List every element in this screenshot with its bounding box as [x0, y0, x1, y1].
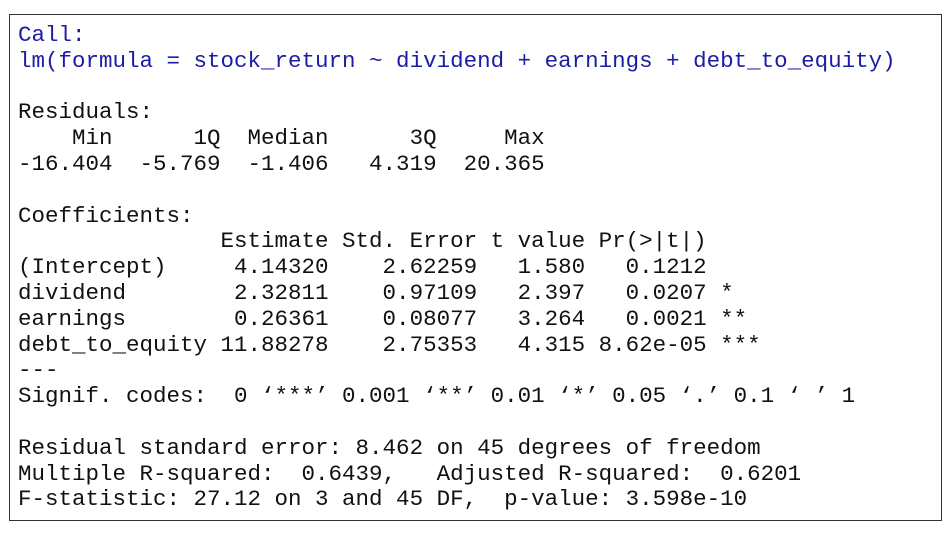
summary-line: F-statistic: 27.12 on 3 and 45 DF, p-val…: [18, 486, 748, 513]
coefficient-row: dividend 2.32811 0.97109 2.397 0.0207 *: [18, 279, 761, 306]
coefficient-row: debt_to_equity 11.88278 2.75353 4.315 8.…: [18, 331, 761, 358]
separator: ---: [18, 357, 59, 384]
summary-line: Multiple R-squared: 0.6439, Adjusted R-s…: [18, 460, 802, 487]
coefficient-row: earnings 0.26361 0.08077 3.264 0.0021 **: [18, 305, 761, 332]
summary-line: Residual standard error: 8.462 on 45 deg…: [18, 434, 761, 461]
spacer: [18, 410, 941, 436]
residuals-header: Min 1Q Median 3Q Max: [18, 125, 559, 152]
spacer: [18, 178, 941, 204]
call-label: Call:: [18, 22, 86, 48]
call-formula: lm(formula = stock_return ~ dividend + e…: [18, 47, 896, 74]
console-output: Call: lm(formula = stock_return ~ divide…: [9, 14, 942, 521]
coefficient-row: (Intercept) 4.14320 2.62259 1.580 0.1212: [18, 254, 761, 281]
residuals-values: -16.404 -5.769 -1.406 4.319 20.365: [18, 150, 559, 177]
coefficients-label: Coefficients:: [18, 202, 194, 229]
residuals-label: Residuals:: [18, 99, 154, 126]
coefficients-header: Estimate Std. Error t value Pr(>|t|): [18, 228, 761, 255]
spacer: [18, 75, 941, 101]
signif-codes: Signif. codes: 0 ‘***’ 0.001 ‘**’ 0.01 ‘…: [18, 383, 856, 410]
